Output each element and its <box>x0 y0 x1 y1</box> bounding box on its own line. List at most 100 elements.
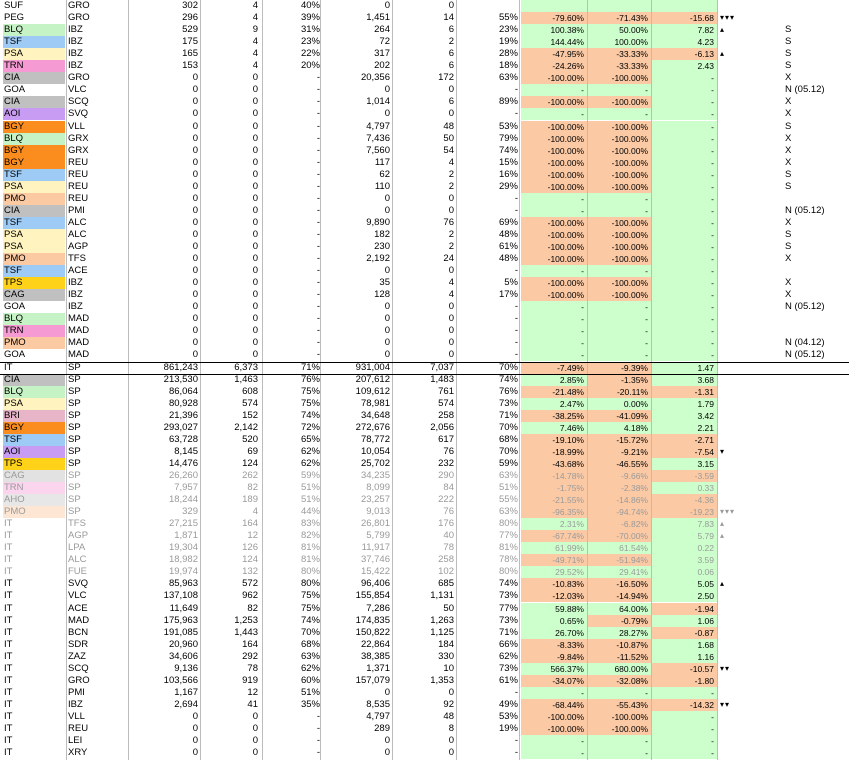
trend-marker[interactable] <box>720 145 780 157</box>
load-factor-change-cell[interactable]: 1.68 <box>651 638 717 651</box>
prev-load-factor-cell[interactable]: 63% <box>498 72 518 84</box>
passengers-cell[interactable]: 0 <box>192 349 198 361</box>
prev-flights-cell[interactable]: 6 <box>448 60 454 72</box>
status-note-cell[interactable] <box>785 410 849 422</box>
load-factor-cell[interactable]: - <box>316 204 320 216</box>
passengers-change-cell[interactable]: 59.88% <box>521 602 587 615</box>
prev-passengers-cell[interactable]: 7,560 <box>366 144 390 156</box>
flights-change-cell[interactable]: -14.94% <box>587 590 651 603</box>
prev-load-factor-cell[interactable]: 73% <box>498 662 518 674</box>
flights-cell[interactable]: 0 <box>252 735 258 747</box>
load-factor-change-cell[interactable]: 3.68 <box>651 373 717 386</box>
passengers-cell[interactable]: 85,963 <box>168 578 198 590</box>
flights-change-cell[interactable]: 50.00% <box>587 24 651 37</box>
destination-cell[interactable]: ACE <box>68 602 88 614</box>
passengers-change-cell[interactable]: -7.49% <box>521 361 587 374</box>
prev-load-factor-cell[interactable]: - <box>514 313 518 325</box>
load-factor-change-cell[interactable] <box>651 0 717 12</box>
airport-code-cell[interactable]: CIA <box>3 373 65 386</box>
load-factor-cell[interactable]: 75% <box>300 385 320 397</box>
prev-flights-cell[interactable]: 4 <box>448 289 454 301</box>
prev-passengers-cell[interactable]: 1,371 <box>366 662 390 674</box>
load-factor-cell[interactable]: - <box>316 301 320 313</box>
airport-code-cell[interactable]: TSF <box>3 168 65 181</box>
flights-cell[interactable]: 78 <box>247 662 258 674</box>
prev-passengers-cell[interactable]: 5,799 <box>366 530 390 542</box>
flights-change-cell[interactable]: -94.74% <box>587 506 651 519</box>
prev-load-factor-cell[interactable]: 23% <box>498 24 518 36</box>
load-factor-cell[interactable]: - <box>316 192 320 204</box>
passengers-cell[interactable]: 21,396 <box>168 409 198 421</box>
trend-marker[interactable] <box>720 84 780 96</box>
status-note-cell[interactable]: X <box>785 144 792 156</box>
prev-passengers-cell[interactable]: 8,099 <box>366 482 390 493</box>
load-factor-change-cell[interactable]: - <box>651 337 717 350</box>
destination-cell[interactable]: IBZ <box>68 277 83 289</box>
load-factor-change-cell[interactable]: - <box>651 108 717 121</box>
airport-code-cell[interactable]: TRN <box>3 482 65 494</box>
passengers-cell[interactable]: 0 <box>192 168 198 180</box>
load-factor-cell[interactable]: 62% <box>300 445 320 457</box>
prev-flights-cell[interactable]: 102 <box>438 566 454 578</box>
trend-marker[interactable]: ▴ <box>720 25 726 35</box>
load-factor-cell[interactable]: - <box>316 253 320 265</box>
trend-marker[interactable] <box>720 615 780 627</box>
flights-change-cell[interactable]: - <box>587 747 651 760</box>
load-factor-cell[interactable]: 81% <box>300 554 320 566</box>
prev-load-factor-cell[interactable]: 61% <box>498 241 518 252</box>
prev-load-factor-cell[interactable]: - <box>514 301 518 313</box>
flights-cell[interactable]: 0 <box>252 747 258 759</box>
prev-passengers-cell[interactable]: 0 <box>384 0 390 11</box>
prev-passengers-cell[interactable]: 15,422 <box>360 566 390 578</box>
load-factor-change-cell[interactable]: 3.59 <box>651 554 717 567</box>
flights-cell[interactable]: 4 <box>252 48 258 60</box>
flights-cell[interactable]: 152 <box>242 409 258 421</box>
airport-code-cell[interactable]: TPS <box>3 457 65 470</box>
passengers-cell[interactable]: 103,566 <box>163 674 198 686</box>
prev-load-factor-cell[interactable]: 59% <box>498 457 518 469</box>
load-factor-cell[interactable]: 75% <box>300 602 320 614</box>
flights-change-cell[interactable]: - <box>587 204 651 217</box>
prev-flights-cell[interactable]: 50 <box>443 132 454 144</box>
load-factor-cell[interactable]: 75% <box>300 397 320 409</box>
prev-passengers-cell[interactable]: 0 <box>384 265 390 277</box>
status-note-cell[interactable]: S <box>785 168 792 180</box>
prev-flights-cell[interactable]: 0 <box>448 325 454 337</box>
passengers-change-cell[interactable]: - <box>521 204 587 217</box>
destination-cell[interactable]: VLC <box>68 590 87 602</box>
prev-load-factor-cell[interactable]: 74% <box>498 144 518 156</box>
flights-change-cell[interactable]: -9.66% <box>587 469 651 482</box>
flights-change-cell[interactable]: -9.39% <box>587 361 651 374</box>
airport-code-cell[interactable]: TSF <box>3 265 65 278</box>
prev-flights-cell[interactable]: 258 <box>438 409 454 421</box>
passengers-cell[interactable]: 63,728 <box>168 433 198 445</box>
load-factor-cell[interactable]: 51% <box>300 494 320 506</box>
destination-cell[interactable]: SP <box>68 482 81 493</box>
load-factor-cell[interactable]: 74% <box>300 409 320 421</box>
prev-passengers-cell[interactable]: 38,385 <box>360 650 390 662</box>
airport-code-cell[interactable]: IT <box>3 614 65 627</box>
prev-load-factor-cell[interactable]: 69% <box>498 216 518 228</box>
load-factor-cell[interactable]: 80% <box>300 566 320 578</box>
prev-passengers-cell[interactable]: 0 <box>384 192 390 204</box>
trend-marker[interactable] <box>720 675 780 687</box>
load-factor-change-cell[interactable]: 4.23 <box>651 36 717 49</box>
prev-load-factor-cell[interactable]: - <box>514 192 518 204</box>
prev-load-factor-cell[interactable]: 15% <box>498 156 518 168</box>
flights-change-cell[interactable]: -100.00% <box>587 723 651 735</box>
destination-cell[interactable]: TFS <box>68 253 86 265</box>
status-note-cell[interactable] <box>785 12 849 24</box>
load-factor-cell[interactable]: 20% <box>300 60 320 72</box>
passengers-change-cell[interactable]: -8.33% <box>521 638 587 651</box>
passengers-change-cell[interactable]: - <box>521 747 587 760</box>
passengers-change-cell[interactable]: -43.68% <box>521 457 587 470</box>
flights-cell[interactable]: 0 <box>252 228 258 240</box>
airport-code-cell[interactable]: GOA <box>3 349 65 362</box>
passengers-cell[interactable]: 0 <box>192 120 198 132</box>
prev-load-factor-cell[interactable]: 71% <box>498 626 518 638</box>
trend-marker[interactable] <box>720 687 780 699</box>
load-factor-change-cell[interactable]: 1.16 <box>651 650 717 663</box>
prev-load-factor-cell[interactable]: - <box>514 349 518 361</box>
prev-passengers-cell[interactable]: 0 <box>384 84 390 96</box>
load-factor-cell[interactable]: - <box>316 337 320 349</box>
